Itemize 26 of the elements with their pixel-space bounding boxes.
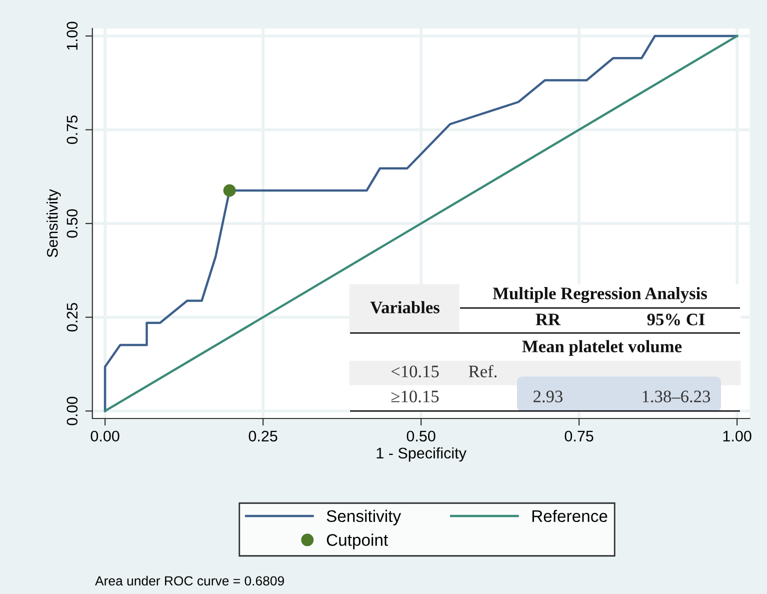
legend-label: Sensitivity (326, 510, 402, 526)
annotation: Mean platelet volume (522, 340, 682, 356)
x-tick-label: 1.00 (723, 430, 752, 442)
annotation: ≥10.15 (391, 390, 439, 402)
x-axis-title: 1 - Specificity (376, 447, 466, 462)
annotation: Multiple Regression Analysis (492, 287, 707, 303)
x-tick-label: 0.00 (90, 430, 120, 442)
annotation: 95% CI (647, 314, 705, 326)
y-axis-title: Sensitivity (46, 189, 61, 258)
annotation: RR (536, 314, 561, 326)
x-tick-label: 0.50 (406, 430, 436, 442)
annotation: <10.15 (391, 366, 439, 378)
annotation: 2.93 (534, 390, 563, 402)
text: Area under ROC curve = 0.6809 (95, 576, 284, 586)
y-tick-label: 0.50 (66, 209, 78, 238)
line-series (104, 34, 738, 412)
legend-label: Cutpoint (326, 534, 388, 550)
x-tick-label: 0.25 (248, 430, 278, 442)
annotation: 1.38–6.23 (642, 390, 710, 402)
y-tick-label: 0.75 (66, 116, 78, 144)
annotation: Variables (370, 301, 440, 314)
legend-label: Reference (532, 510, 608, 522)
annotation: Ref. (468, 364, 497, 378)
y-tick-label: 1.00 (66, 22, 78, 50)
y-tick-label: 0.25 (66, 303, 78, 332)
x-tick-label: 0.75 (564, 430, 594, 442)
